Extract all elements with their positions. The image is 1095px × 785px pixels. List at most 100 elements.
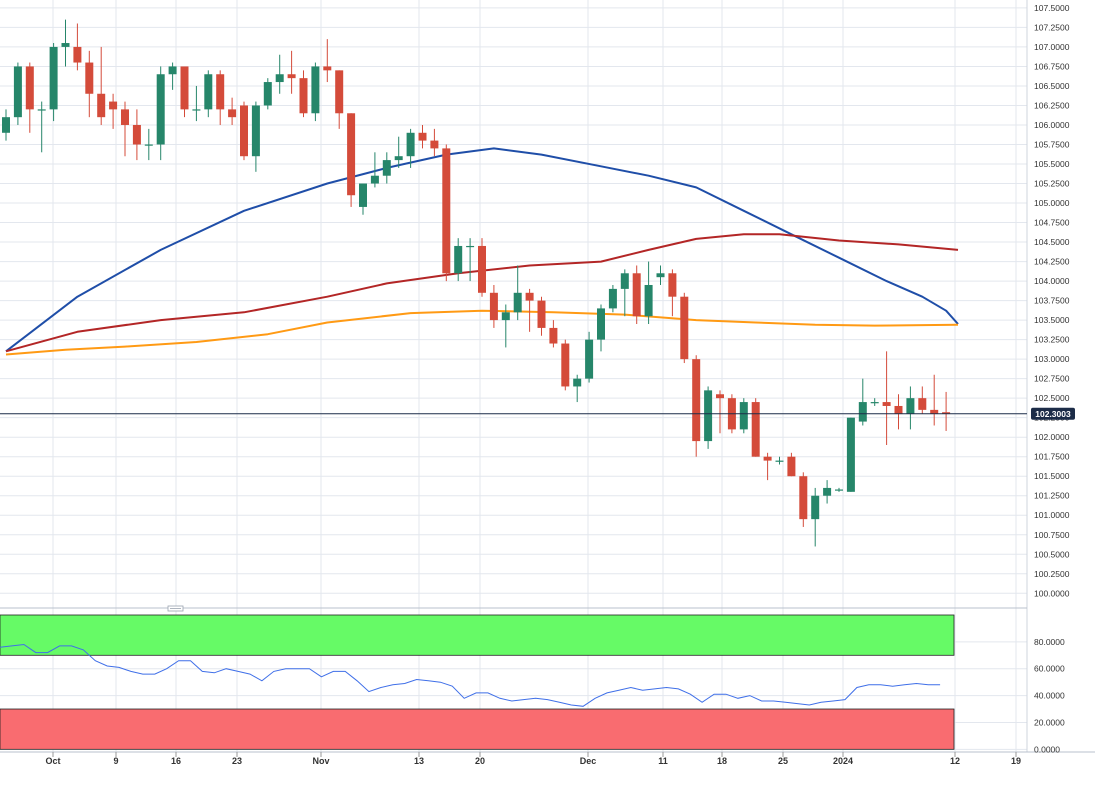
candle-body bbox=[204, 74, 213, 110]
candle bbox=[347, 113, 356, 207]
candle bbox=[739, 398, 748, 434]
candle-body bbox=[109, 101, 118, 110]
candle-body bbox=[882, 402, 891, 406]
candle bbox=[442, 144, 451, 282]
candle-body bbox=[942, 412, 951, 414]
oscillator bbox=[0, 643, 941, 707]
candle bbox=[942, 391, 951, 431]
moving-average-line-1 bbox=[5, 147, 959, 353]
candle-body bbox=[275, 74, 284, 83]
candle-body bbox=[228, 109, 237, 118]
candle-body bbox=[704, 390, 713, 442]
y-tick-label: 102.0000 bbox=[1034, 432, 1070, 442]
x-tick-label: 11 bbox=[658, 756, 668, 766]
y-tick-label: 106.0000 bbox=[1034, 120, 1070, 130]
candle bbox=[73, 23, 82, 71]
candle-body bbox=[37, 109, 46, 111]
candle bbox=[561, 339, 570, 391]
candle bbox=[406, 128, 415, 168]
candle bbox=[25, 62, 34, 133]
candle bbox=[608, 284, 617, 313]
candle bbox=[882, 351, 891, 445]
candle-body bbox=[585, 339, 594, 379]
oscillator-line bbox=[0, 643, 941, 707]
candle bbox=[228, 97, 237, 125]
candle-body bbox=[561, 343, 570, 387]
y-tick-label: 105.0000 bbox=[1034, 198, 1070, 208]
x-tick-label: 12 bbox=[950, 756, 960, 766]
candle-body bbox=[251, 105, 260, 157]
candle bbox=[846, 417, 855, 492]
candle bbox=[775, 456, 784, 465]
candle bbox=[644, 261, 653, 325]
candle-body bbox=[775, 460, 784, 462]
candle bbox=[240, 101, 248, 161]
candle-body bbox=[930, 409, 939, 414]
candle-body bbox=[870, 402, 879, 404]
candle bbox=[823, 480, 832, 504]
candle-body bbox=[525, 292, 534, 301]
y-tick-label: 101.2500 bbox=[1034, 491, 1070, 501]
x-tick-label: 2024 bbox=[833, 756, 853, 766]
moving-average-line-3 bbox=[5, 309, 959, 356]
y-tick-label: 101.7500 bbox=[1034, 452, 1070, 462]
candle-body bbox=[13, 66, 22, 118]
candle-body bbox=[668, 273, 677, 297]
candle-body bbox=[287, 74, 296, 79]
candle-body bbox=[240, 105, 248, 157]
candle bbox=[13, 62, 22, 125]
candle-body bbox=[478, 245, 486, 293]
candle bbox=[323, 39, 332, 83]
candle-body bbox=[299, 78, 308, 114]
candle-body bbox=[656, 273, 665, 278]
candle-body bbox=[858, 402, 867, 422]
candle bbox=[275, 54, 284, 94]
candle bbox=[537, 296, 546, 336]
candle-body bbox=[335, 70, 344, 114]
y-tick-label: 102.5000 bbox=[1034, 393, 1070, 403]
candle bbox=[489, 284, 498, 328]
overbought-band bbox=[0, 614, 955, 656]
candle-body bbox=[608, 288, 617, 309]
candle-body bbox=[347, 113, 356, 196]
y-tick-label: 100.2500 bbox=[1034, 569, 1070, 579]
y-tick-label: 102.7500 bbox=[1034, 374, 1070, 384]
candle-body bbox=[918, 398, 927, 410]
x-tick-label: Nov bbox=[312, 756, 329, 766]
panel-frames bbox=[0, 0, 1095, 753]
x-tick-label: 13 bbox=[414, 756, 424, 766]
candle bbox=[418, 124, 427, 149]
candle-body bbox=[513, 292, 522, 313]
candle-body bbox=[156, 74, 165, 145]
candle-body bbox=[263, 82, 272, 106]
candle bbox=[61, 19, 70, 67]
candle bbox=[335, 70, 344, 129]
candle-body bbox=[716, 394, 724, 399]
candle-body bbox=[823, 487, 832, 496]
y-tick-label: 106.2500 bbox=[1034, 100, 1070, 110]
y-tick-label: 105.5000 bbox=[1034, 159, 1070, 169]
oversold-band bbox=[0, 708, 955, 750]
candle-body bbox=[25, 66, 34, 110]
x-tick-label: 18 bbox=[717, 756, 727, 766]
x-tick-label: 25 bbox=[778, 756, 788, 766]
candle-body bbox=[382, 160, 391, 176]
candle bbox=[192, 85, 201, 122]
osc-y-tick-label: 20.0000 bbox=[1034, 717, 1065, 727]
candle bbox=[668, 269, 677, 317]
candle-body bbox=[680, 296, 689, 360]
y-tick-label: 107.2500 bbox=[1034, 22, 1070, 32]
y-tick-label: 104.2500 bbox=[1034, 257, 1070, 267]
candle-body bbox=[537, 300, 546, 328]
candle-body bbox=[168, 66, 177, 75]
candle bbox=[513, 265, 522, 321]
candle-body bbox=[846, 417, 855, 492]
candle bbox=[704, 386, 713, 449]
candle-body bbox=[632, 273, 641, 317]
candle bbox=[585, 331, 594, 383]
osc-y-tick-label: 80.0000 bbox=[1034, 637, 1065, 647]
candle-body bbox=[406, 132, 415, 157]
candle bbox=[858, 378, 867, 426]
candle bbox=[870, 398, 879, 406]
candle bbox=[49, 43, 58, 122]
